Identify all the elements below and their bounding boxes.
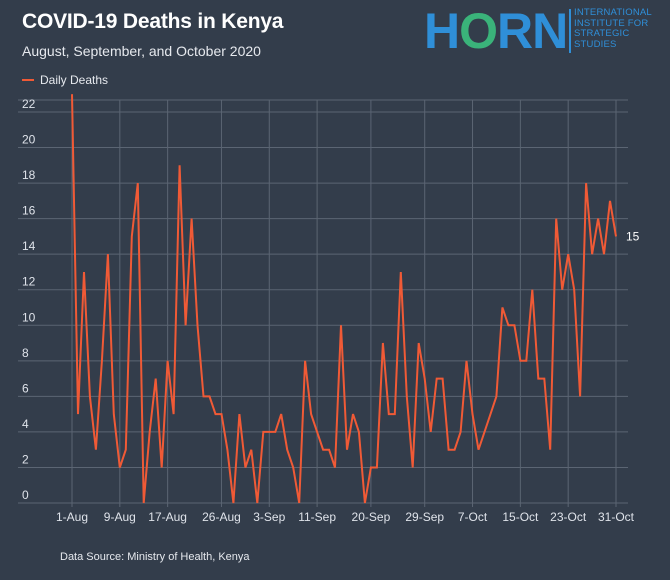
y-tick-label: 10	[22, 310, 36, 324]
logo-line: STRATEGIC	[574, 28, 630, 39]
x-tick-label: 11-Sep	[298, 510, 336, 524]
chart-subtitle: August, September, and October 2020	[22, 43, 261, 59]
logo-letter-h: H	[424, 3, 460, 59]
logo-letters-rn: RN	[497, 3, 568, 59]
x-tick-label: 17-Aug	[148, 510, 187, 524]
legend: Daily Deaths	[22, 73, 108, 87]
y-tick-label: 22	[22, 97, 36, 111]
x-tick-label: 3-Sep	[253, 510, 285, 524]
grid	[18, 99, 628, 507]
x-tick-label: 1-Aug	[56, 510, 88, 524]
y-tick-label: 6	[22, 381, 29, 395]
y-tick-label: 20	[22, 133, 36, 147]
x-tick-label: 26-Aug	[202, 510, 241, 524]
y-tick-label: 12	[22, 275, 36, 289]
logo-letter-o: O	[459, 3, 498, 59]
y-tick-label: 18	[22, 168, 36, 182]
x-tick-label: 20-Sep	[352, 510, 391, 524]
y-axis: 0 2 4 6 8 10 12 14 16 18 20 22	[22, 97, 36, 502]
logo-institute-name: INTERNATIONAL INSTITUTE FOR STRATEGIC ST…	[574, 7, 652, 50]
x-tick-label: 7-Oct	[458, 510, 488, 524]
legend-swatch	[22, 79, 34, 81]
y-tick-label: 8	[22, 346, 29, 360]
legend-label: Daily Deaths	[40, 73, 109, 87]
x-tick-label: 23-Oct	[550, 510, 587, 524]
y-tick-label: 4	[22, 417, 29, 431]
series-line-daily-deaths	[71, 94, 617, 504]
logo-line: INSTITUTE FOR	[574, 17, 649, 29]
x-axis: 1-Aug 9-Aug 17-Aug 26-Aug 3-Sep 11-Sep 20-Sep 2…	[56, 510, 635, 524]
y-tick-label: 0	[22, 488, 29, 502]
series-group: 15	[71, 94, 640, 504]
y-tick-label: 2	[22, 452, 29, 466]
x-tick-label: 29-Sep	[405, 510, 444, 524]
x-tick-label: 9-Aug	[104, 510, 136, 524]
x-tick-label: 31-Oct	[598, 510, 635, 524]
x-tick-label: 15-Oct	[502, 510, 539, 524]
y-tick-label: 14	[22, 239, 36, 253]
chart-title: COVID-19 Deaths in Kenya	[22, 10, 284, 33]
logo-line: STUDIES	[574, 38, 617, 50]
logo-divider	[569, 9, 571, 53]
end-value-label: 15	[626, 229, 640, 243]
logo-wordmark: HORN	[424, 3, 568, 59]
horn-logo: HORN INTERNATIONAL INSTITUTE FOR STRATEG…	[424, 6, 664, 58]
data-source-note: Data Source: Ministry of Health, Kenya	[60, 551, 250, 563]
logo-line: INTERNATIONAL	[574, 7, 652, 18]
y-tick-label: 16	[22, 204, 36, 218]
